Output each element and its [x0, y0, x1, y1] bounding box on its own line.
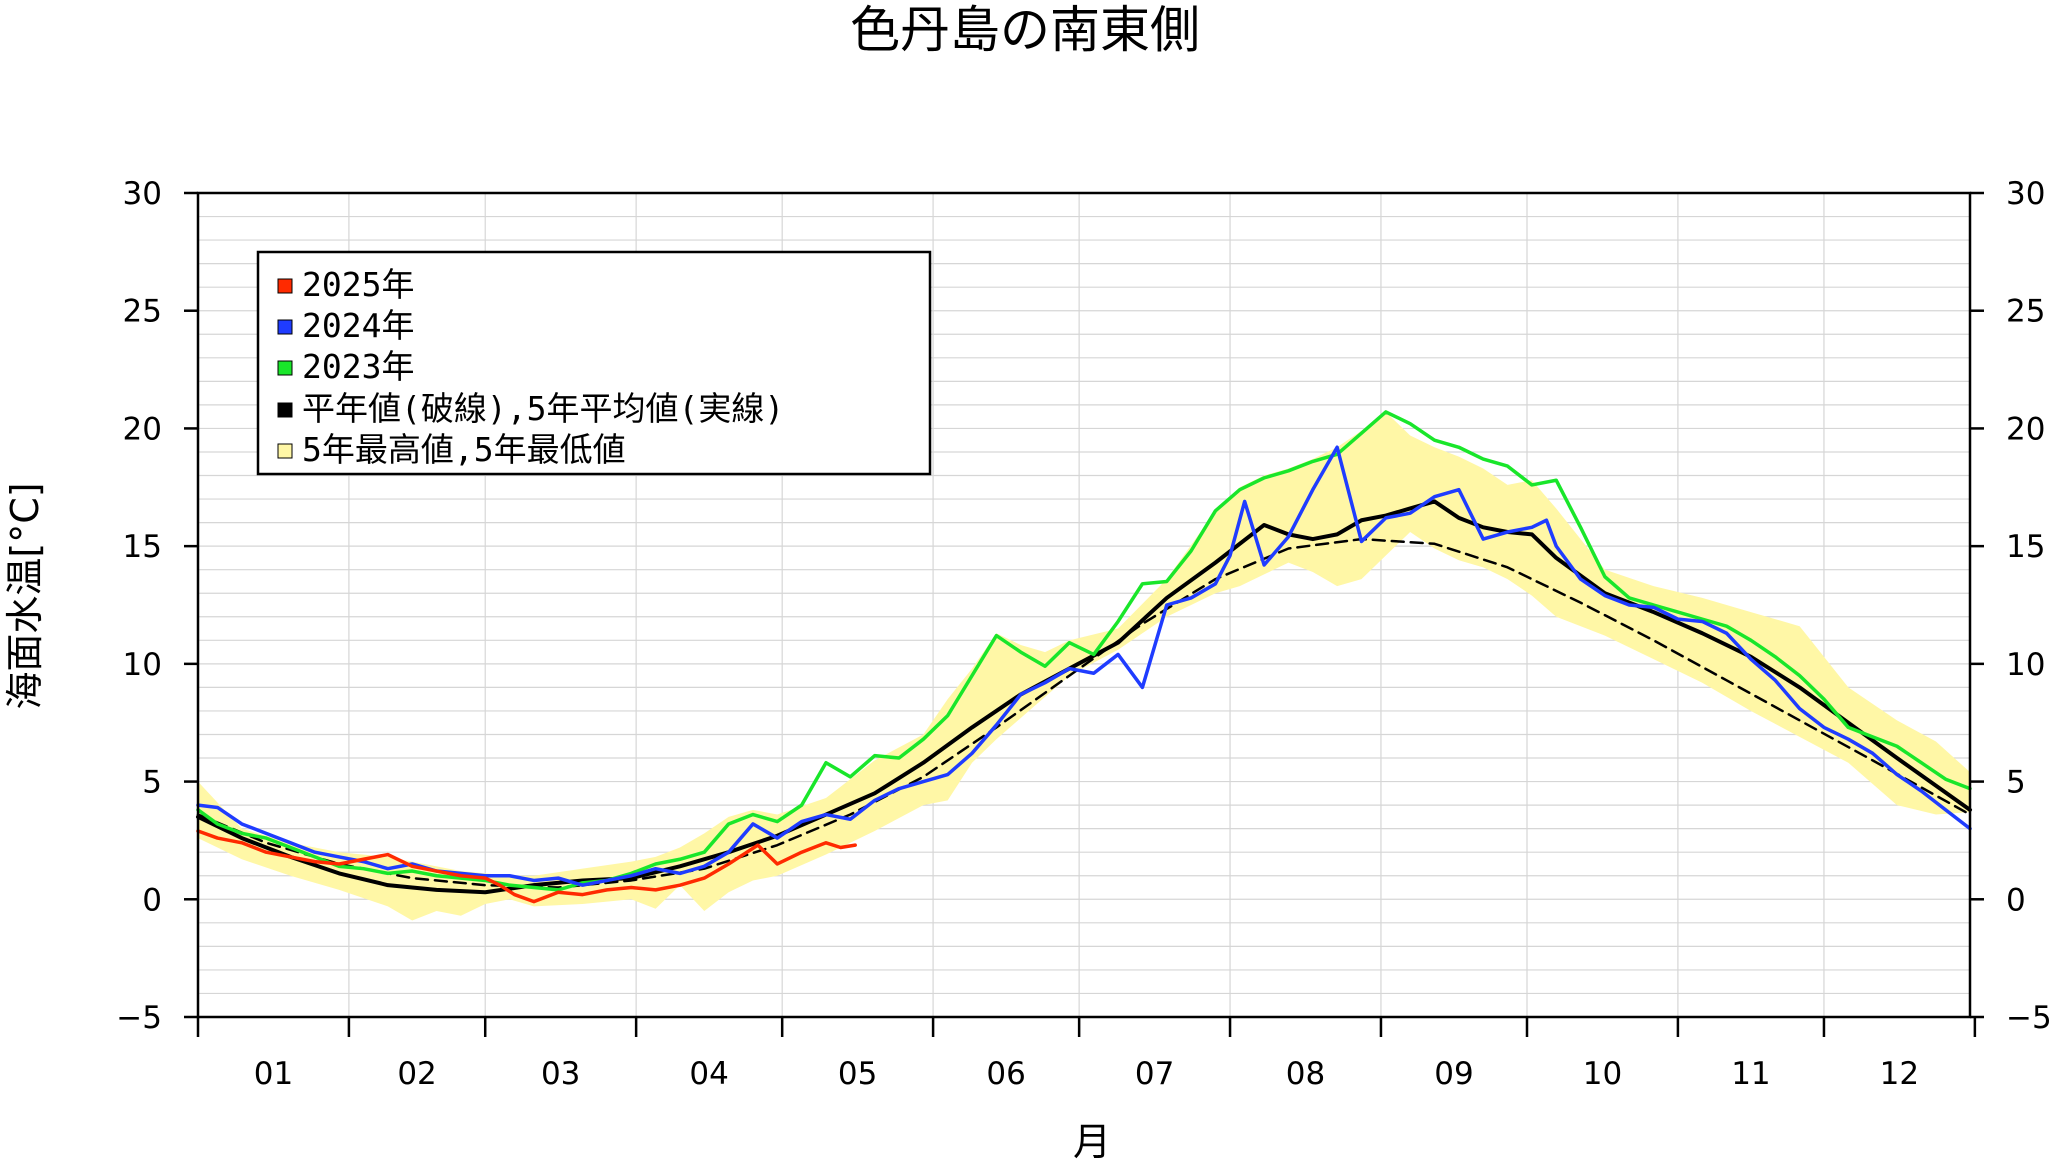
series-line-5yr-mean	[196, 499, 1972, 895]
x-tick-label: 11	[1731, 1056, 1770, 1092]
y-tick-label-right: 15	[2006, 529, 2045, 565]
plot-frame	[196, 191, 1972, 1019]
y-tick-label-left: −5	[116, 1000, 162, 1036]
legend-swatch-2024	[277, 319, 293, 335]
data-series	[196, 410, 1972, 904]
y-tick-label-left: 10	[123, 647, 162, 683]
legend-swatch-2023	[277, 360, 293, 376]
y-tick-label-right: −5	[2006, 1000, 2051, 1036]
y-tick-label-right: 5	[2006, 765, 2026, 801]
x-tick-label: 01	[254, 1056, 293, 1092]
y-tick-label-left: 0	[142, 882, 162, 918]
legend-label-2024: 2024年	[302, 306, 414, 345]
x-tick-label: 12	[1880, 1056, 1919, 1092]
legend-label-2023: 2023年	[302, 347, 414, 386]
x-axis-title: 月	[1073, 1120, 1111, 1164]
legend-swatch-normal	[277, 402, 293, 418]
x-tick-label: 06	[986, 1056, 1025, 1092]
y-tick-label-right: 20	[2006, 411, 2045, 447]
y-tick-label-right: 30	[2006, 176, 2045, 212]
series-line-2025	[196, 829, 857, 904]
y-tick-label-left: 15	[123, 529, 162, 565]
y-tick-label-right: 10	[2006, 647, 2045, 683]
chart-title: 色丹島の南東側	[850, 1, 1200, 59]
y-tick-label-right: 0	[2006, 882, 2026, 918]
x-tick-label: 10	[1583, 1056, 1622, 1092]
legend-swatch-2025	[277, 278, 293, 294]
x-tick-label: 04	[689, 1056, 728, 1092]
y-tick-label-left: 25	[123, 294, 162, 330]
x-tick-label: 03	[541, 1056, 580, 1092]
y-tick-label-left: 20	[123, 411, 162, 447]
legend-box	[256, 250, 932, 476]
x-tick-label: 07	[1135, 1056, 1174, 1092]
x-tick-label: 02	[397, 1056, 436, 1092]
y-tick-label-right: 25	[2006, 294, 2045, 330]
legend-label-2025: 2025年	[302, 265, 414, 304]
legend: 2025年 2024年 2023年 平年値(破線),5年平均値(実線) 5年最高…	[256, 250, 932, 476]
series-line-normal	[196, 537, 1972, 889]
y-axis-title: 海面水温[°C]	[3, 482, 47, 709]
series-line-2024	[196, 445, 1972, 887]
y-tick-label-left: 30	[123, 176, 162, 212]
legend-label-normal: 平年値(破線),5年平均値(実線)	[302, 389, 784, 428]
x-tick-label: 09	[1434, 1056, 1473, 1092]
y-tick-label-left: 5	[142, 765, 162, 801]
x-tick-label: 05	[838, 1056, 877, 1092]
legend-swatch-band	[277, 443, 293, 459]
legend-label-band: 5年最高値,5年最低値	[302, 430, 626, 469]
x-tick-label: 08	[1286, 1056, 1325, 1092]
